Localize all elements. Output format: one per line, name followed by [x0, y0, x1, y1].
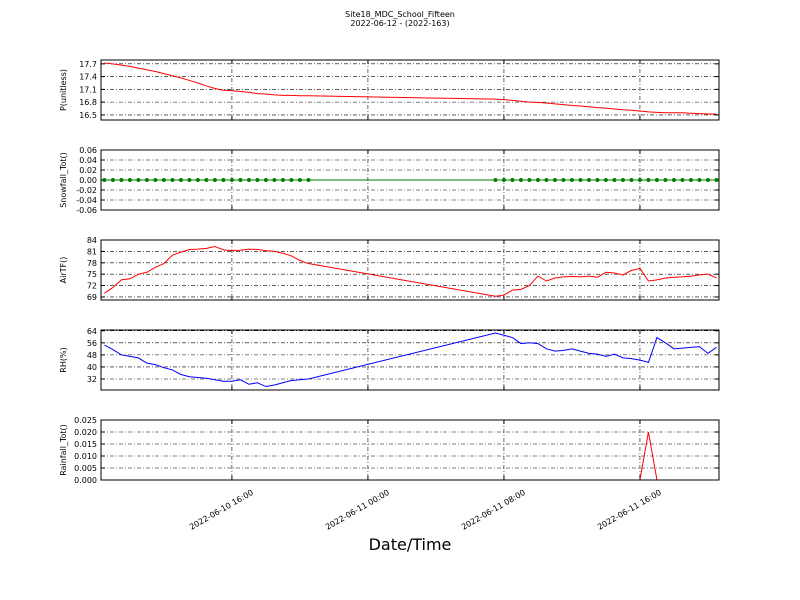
plot-frame — [100, 59, 720, 121]
x-axis-label: Date/Time — [369, 535, 452, 554]
data-point — [229, 178, 234, 182]
y-tick-label: -0.02 — [76, 186, 97, 195]
y-tick-label: -0.04 — [76, 196, 97, 205]
data-point — [603, 178, 608, 182]
data-point — [527, 178, 532, 182]
chart-title: Site18_MDC_School_Fifteen — [345, 10, 455, 19]
data-point — [102, 178, 107, 182]
data-line — [104, 332, 717, 388]
y-tick-label: -0.06 — [76, 206, 97, 215]
plot-frame — [100, 239, 720, 301]
y-tick-label: 72 — [87, 282, 97, 291]
data-point — [561, 178, 566, 182]
y-tick-label: 0.005 — [74, 464, 97, 473]
y-tick-label: 0.06 — [79, 146, 97, 155]
data-point — [119, 178, 124, 182]
data-point — [586, 178, 591, 182]
data-point — [493, 178, 498, 182]
data-point — [170, 178, 175, 182]
y-axis-label: AirTF() — [59, 257, 68, 284]
data-point — [272, 178, 277, 182]
data-point — [663, 178, 668, 182]
data-point — [212, 178, 217, 182]
data-point — [544, 178, 549, 182]
data-line — [104, 245, 717, 297]
data-point — [289, 178, 294, 182]
data-point — [646, 178, 651, 182]
data-point — [671, 178, 676, 182]
y-tick-label: 16.8 — [79, 98, 97, 107]
data-point — [552, 178, 557, 182]
data-point — [518, 178, 523, 182]
y-tick-label: 17.4 — [79, 73, 97, 82]
data-point — [510, 178, 515, 182]
plot-frame — [100, 149, 720, 211]
y-tick-label: 84 — [87, 236, 97, 245]
data-point — [620, 178, 625, 182]
y-axis-label: Rainfall_Tot() — [59, 424, 68, 476]
data-point — [612, 178, 617, 182]
y-tick-label: 78 — [87, 259, 97, 268]
y-axis-label: RH(%) — [59, 347, 68, 372]
data-point — [306, 178, 311, 182]
data-point — [501, 178, 506, 182]
data-point — [697, 178, 702, 182]
y-tick-label: 17.7 — [79, 60, 97, 69]
y-tick-label: 75 — [87, 270, 97, 279]
data-point — [255, 178, 260, 182]
y-tick-label: 16.5 — [79, 111, 97, 120]
data-point — [578, 178, 583, 182]
y-tick-label: 0.00 — [79, 176, 97, 185]
chart-subtitle: 2022-06-12 - (2022-163) — [350, 19, 449, 28]
data-point — [705, 178, 710, 182]
data-point — [280, 178, 285, 182]
y-tick-label: 69 — [87, 293, 97, 302]
data-point — [161, 178, 166, 182]
y-tick-label: 64 — [87, 327, 97, 336]
data-point — [187, 178, 192, 182]
data-point — [263, 178, 268, 182]
data-point — [153, 178, 158, 182]
y-tick-label: 81 — [87, 247, 97, 256]
y-tick-label: 0.000 — [74, 476, 97, 485]
data-point — [178, 178, 183, 182]
data-point — [246, 178, 251, 182]
y-tick-label: 0.020 — [74, 428, 97, 437]
y-tick-label: 0.010 — [74, 452, 97, 461]
data-line — [104, 62, 717, 115]
data-point — [127, 178, 132, 182]
y-tick-label: 40 — [87, 363, 97, 372]
data-point — [110, 178, 115, 182]
data-point — [204, 178, 209, 182]
data-point — [297, 178, 302, 182]
data-point — [136, 178, 141, 182]
data-point — [595, 178, 600, 182]
y-tick-label: 17.1 — [79, 85, 97, 94]
data-point — [195, 178, 200, 182]
y-tick-label: 0.04 — [79, 156, 97, 165]
y-axis-label: P(unitless) — [59, 69, 68, 111]
data-point — [688, 178, 693, 182]
y-tick-label: 32 — [87, 375, 97, 384]
data-point — [535, 178, 540, 182]
y-tick-label: 0.02 — [79, 166, 97, 175]
data-point — [654, 178, 659, 182]
y-axis-label: Snowfall_Tot() — [59, 152, 68, 208]
data-point — [238, 178, 243, 182]
y-tick-label: 56 — [87, 339, 97, 348]
y-tick-label: 0.015 — [74, 440, 97, 449]
data-point — [629, 178, 634, 182]
data-point — [144, 178, 149, 182]
plot-frame — [100, 419, 720, 481]
data-point — [714, 178, 719, 182]
data-point — [221, 178, 226, 182]
plot-frame — [100, 329, 720, 391]
y-tick-label: 0.025 — [74, 416, 97, 425]
y-tick-label: 48 — [87, 351, 97, 360]
data-point — [637, 178, 642, 182]
data-point — [569, 178, 574, 182]
data-point — [680, 178, 685, 182]
